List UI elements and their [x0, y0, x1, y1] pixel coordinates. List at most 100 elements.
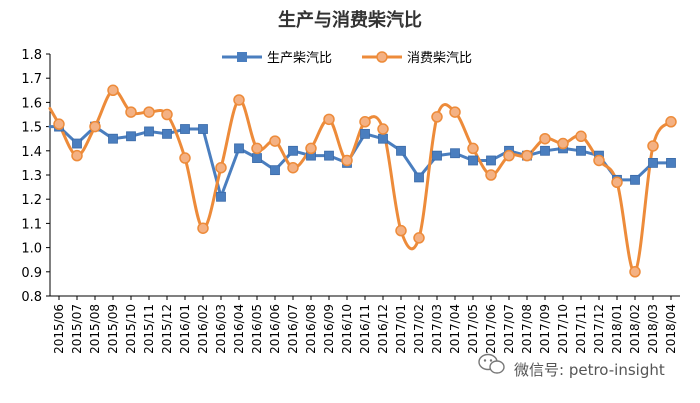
data-point-consumption	[557, 137, 569, 150]
legend-label-consumption: 消费柴汽比	[407, 51, 472, 66]
data-point-production	[126, 131, 136, 142]
y-tick-label: 1.8	[21, 48, 42, 63]
data-point-consumption	[629, 266, 641, 278]
x-tick-label: 2018/02	[628, 304, 642, 354]
y-tick-label: 1.4	[21, 145, 42, 160]
data-point-consumption	[107, 84, 119, 97]
x-tick-label: 2017/11	[574, 304, 588, 354]
data-point-consumption	[467, 142, 479, 155]
x-tick-label: 2015/11	[142, 304, 156, 354]
data-point-consumption	[197, 222, 209, 234]
x-tick-label: 2017/09	[538, 304, 552, 354]
data-point-consumption	[359, 116, 371, 128]
data-point-consumption	[287, 161, 299, 174]
data-point-production	[486, 155, 496, 166]
data-point-production	[252, 153, 262, 163]
data-point-production	[162, 128, 172, 139]
data-point-production	[72, 138, 82, 149]
x-tick-label: 2016/07	[286, 304, 300, 354]
data-point-production	[270, 165, 280, 176]
x-tick-label: 2017/08	[520, 304, 534, 354]
data-point-consumption	[341, 154, 353, 167]
x-tick-label: 2016/09	[322, 304, 336, 354]
data-point-production	[432, 150, 442, 161]
y-tick-label: 1.2	[21, 193, 42, 208]
data-point-consumption	[53, 118, 65, 130]
data-point-production	[234, 143, 244, 154]
x-tick-label: 2017/04	[448, 304, 462, 354]
data-point-production	[288, 145, 298, 156]
legend-marker-consumption	[376, 51, 388, 63]
legend: 生产柴汽比 消费柴汽比	[222, 51, 472, 66]
data-point-consumption	[611, 176, 623, 189]
x-tick-label: 2016/08	[304, 304, 318, 354]
data-point-consumption	[449, 106, 461, 118]
y-tick-label: 1.1	[21, 217, 42, 232]
data-point-production	[450, 148, 460, 159]
x-tick-label: 2017/12	[592, 304, 606, 354]
x-tick-label: 2015/06	[52, 304, 66, 354]
data-point-consumption	[143, 106, 155, 118]
x-tick-label: 2016/12	[376, 304, 390, 354]
legend-marker-production	[237, 52, 247, 62]
data-point-consumption	[233, 94, 245, 106]
x-tick-label: 2016/01	[178, 304, 192, 354]
x-tick-label: 2015/08	[88, 304, 102, 354]
x-tick-label: 2016/04	[232, 304, 246, 354]
data-point-consumption	[413, 232, 425, 244]
axes	[49, 54, 680, 297]
x-tick-label: 2016/03	[214, 304, 228, 354]
x-tick-label: 2017/03	[430, 304, 444, 354]
data-point-production	[324, 150, 334, 161]
y-tick-label: 0.9	[21, 266, 42, 281]
y-tick-label: 1.6	[21, 96, 42, 111]
data-point-consumption	[71, 149, 83, 162]
data-point-consumption	[647, 140, 659, 152]
y-tick-label: 1.5	[21, 121, 42, 136]
y-tick-label: 1.3	[21, 169, 42, 184]
data-point-production	[414, 172, 424, 183]
chart-title: 生产与消费柴汽比	[278, 9, 422, 31]
data-point-consumption	[215, 161, 227, 174]
x-tick-label: 2018/01	[610, 304, 624, 354]
data-point-production	[396, 145, 406, 156]
data-point-consumption	[377, 123, 389, 135]
series-lines	[48, 88, 673, 274]
data-point-production	[576, 145, 586, 156]
legend-label-production: 生产柴汽比	[267, 51, 332, 66]
data-point-consumption	[431, 111, 443, 123]
x-tick-label: 2017/10	[556, 304, 570, 354]
x-tick-label: 2016/06	[268, 304, 282, 354]
data-point-consumption	[125, 106, 137, 118]
x-tick-label: 2017/07	[502, 304, 516, 354]
data-point-production	[144, 126, 154, 137]
x-tick-label: 2015/07	[70, 304, 84, 354]
y-tick-label: 0.8	[21, 290, 42, 305]
data-point-production	[360, 128, 370, 139]
data-point-consumption	[665, 116, 677, 128]
legend-item-production: 生产柴汽比	[222, 51, 332, 66]
data-point-consumption	[593, 154, 605, 167]
x-tick-label: 2018/04	[664, 304, 678, 354]
legend-item-consumption: 消费柴汽比	[362, 51, 472, 66]
data-point-consumption	[305, 142, 317, 155]
data-point-production	[630, 174, 640, 185]
x-tick-label: 2017/06	[484, 304, 498, 354]
x-tick-label: 2016/02	[196, 304, 210, 354]
x-tick-label: 2015/12	[160, 304, 174, 354]
x-tick-label: 2016/05	[250, 304, 264, 354]
data-point-consumption	[503, 149, 515, 162]
wechat-icon	[478, 353, 505, 374]
series-markers	[53, 84, 677, 278]
data-point-consumption	[521, 149, 533, 162]
data-point-production	[180, 124, 190, 134]
x-tick-label: 2015/10	[124, 304, 138, 354]
x-tick-label: 2017/02	[412, 304, 426, 354]
data-point-consumption	[323, 113, 335, 126]
x-axis-ticks: 2015/06 2015/07 2015/08 2015/09 2015/10 2015/…	[52, 296, 678, 354]
x-tick-label: 2018/03	[646, 304, 660, 354]
data-point-consumption	[89, 120, 101, 133]
data-point-consumption	[179, 152, 191, 164]
x-tick-label: 2016/11	[358, 304, 372, 354]
